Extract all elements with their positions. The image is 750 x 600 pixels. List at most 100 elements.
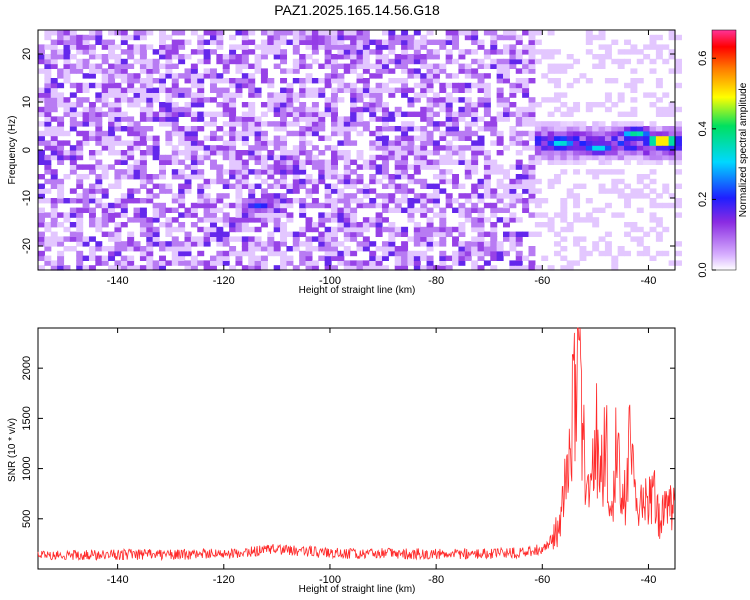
heatmap-cell [69, 145, 77, 151]
heatmap-cell [248, 217, 256, 223]
heatmap-cell [273, 222, 281, 228]
heatmap-cell [197, 92, 205, 98]
heatmap-cell [76, 164, 84, 170]
heatmap-cell [248, 183, 256, 189]
heatmap-cell [305, 121, 313, 127]
heatmap-cell [617, 63, 625, 69]
heatmap-cell [471, 102, 479, 108]
heatmap-cell [343, 265, 351, 271]
heatmap-cell [108, 135, 116, 141]
heatmap-cell [260, 255, 268, 261]
heatmap-cell [222, 250, 230, 257]
heatmap-cell [343, 63, 351, 69]
heatmap-cell [267, 193, 275, 199]
heatmap-cell [273, 241, 281, 247]
heatmap-cell [292, 154, 300, 161]
heatmap-cell [350, 236, 358, 242]
heatmap-cell [318, 135, 326, 141]
heatmap-cell [190, 73, 198, 79]
heatmap-cell [133, 169, 141, 175]
heatmap-cell [222, 193, 230, 199]
heatmap-cell [509, 58, 517, 65]
heatmap-cell [146, 260, 154, 266]
heatmap-cell [120, 154, 128, 161]
heatmap-cell [324, 265, 332, 271]
heatmap-cell [445, 121, 453, 127]
heatmap-cell [209, 178, 217, 185]
heatmap-cell [248, 250, 256, 257]
heatmap-cell [362, 49, 370, 55]
heatmap-cell [388, 126, 396, 132]
heatmap-cell [178, 44, 186, 50]
heatmap-cell [248, 102, 256, 108]
heatmap-cell [273, 44, 281, 50]
heatmap-cell [139, 212, 147, 218]
heatmap-cell [375, 164, 383, 170]
heatmap-cell [146, 217, 154, 223]
heatmap-cell [343, 169, 351, 175]
heatmap-cell [643, 231, 651, 237]
heatmap-cell [611, 150, 619, 156]
heatmap-cell [318, 39, 326, 45]
heatmap-cell [171, 159, 179, 165]
heatmap-cell [464, 102, 472, 108]
heatmap-cell [560, 102, 568, 108]
heatmap-cell [165, 260, 173, 266]
heatmap-cell [311, 145, 319, 151]
heatmap-cell [108, 111, 116, 117]
heatmap-cell [299, 260, 307, 266]
heatmap-cell [222, 217, 230, 223]
heatmap-cell [82, 188, 90, 194]
heatmap-cell [190, 169, 198, 175]
heatmap-cell [254, 68, 262, 74]
heatmap-cell [573, 78, 581, 84]
heatmap-cell [496, 49, 504, 55]
heatmap-cell [547, 140, 555, 146]
heatmap-cell [401, 154, 409, 161]
heatmap-cell [636, 174, 644, 180]
heatmap-cell [280, 49, 288, 55]
heatmap-cell [503, 236, 510, 242]
snr-y-label: SNR (10 * v/v) [7, 418, 18, 482]
heatmap-cell [305, 126, 313, 132]
heatmap-cell [241, 135, 249, 141]
heatmap-cell [337, 198, 345, 204]
heatmap-cell [57, 92, 65, 98]
heatmap-cell [57, 121, 65, 127]
heatmap-cell [381, 265, 389, 271]
heatmap-cell [146, 30, 154, 36]
heatmap-cell [248, 202, 256, 209]
heatmap-cell [82, 58, 90, 65]
heatmap-cell [464, 246, 472, 252]
heatmap-cell [471, 130, 479, 137]
heatmap-cell [82, 44, 90, 50]
heatmap-cell [624, 82, 632, 89]
heatmap-cell [76, 255, 84, 261]
heatmap-cell [171, 116, 179, 122]
heatmap-cell [273, 207, 281, 213]
heatmap-cell [254, 154, 262, 161]
heatmap-cell [241, 140, 249, 146]
heatmap-cell [286, 106, 294, 113]
heatmap-cell [522, 68, 530, 74]
heatmap-cell [547, 68, 555, 74]
heatmap-cell [553, 92, 561, 98]
heatmap-cell [369, 188, 377, 194]
heatmap-cell [292, 236, 300, 242]
heatmap-cell [356, 111, 364, 117]
heatmap-cell [318, 241, 326, 247]
heatmap-cell [101, 78, 109, 84]
heatmap-cell [560, 226, 568, 233]
heatmap-cell [483, 82, 491, 89]
heatmap-cell [50, 150, 58, 156]
heatmap-cell [305, 246, 313, 252]
heatmap-cell [426, 106, 434, 113]
heatmap-cell [63, 212, 71, 218]
heatmap-cell [101, 255, 109, 261]
heatmap-cell [388, 116, 396, 122]
heatmap-cell [617, 58, 625, 65]
heatmap-cell [203, 207, 211, 213]
heatmap-cell [203, 49, 211, 55]
